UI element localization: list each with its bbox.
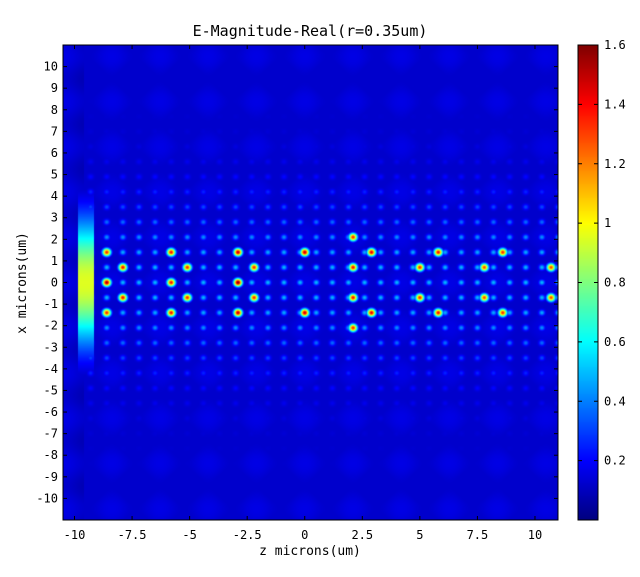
x-tick-label: 0: [301, 528, 308, 542]
y-tick-label: -4: [44, 362, 58, 376]
x-tick-label: 10: [528, 528, 542, 542]
y-tick-label: -3: [44, 340, 58, 354]
heatmap-image: [63, 45, 558, 520]
x-tick-label: -10: [64, 528, 86, 542]
y-tick-label: -10: [36, 491, 58, 505]
colorbar-ticks: 0.2 0.4 0.6 0.8 1 1.2 1.4 1.6: [578, 38, 626, 468]
y-tick-label: -9: [44, 470, 58, 484]
y-tick-label: 7: [51, 124, 58, 138]
x-tick-label: -7.5: [118, 528, 147, 542]
x-axis-label: z microns(um): [259, 544, 361, 559]
y-tick-label: 5: [51, 168, 58, 182]
y-tick-label: -1: [44, 297, 58, 311]
y-tick-label: 1: [51, 254, 58, 268]
y-tick-label: 9: [51, 81, 58, 95]
y-tick-label: 6: [51, 146, 58, 160]
colorbar-tick-label: 0.6: [604, 335, 626, 349]
x-tick-label: 7.5: [467, 528, 489, 542]
y-tick-label: 3: [51, 211, 58, 225]
y-tick-label: -5: [44, 383, 58, 397]
colorbar-tick-label: 1: [604, 216, 611, 230]
colorbar-tick-label: 0.8: [604, 276, 626, 290]
y-tick-label: -7: [44, 427, 58, 441]
colorbar-tick-label: 0.2: [604, 454, 626, 468]
chart-title: E-Magnitude-Real(r=0.35um): [193, 22, 428, 40]
x-tick-label: -5: [182, 528, 196, 542]
colorbar-gradient: [578, 45, 598, 520]
colorbar: 0.2 0.4 0.6 0.8 1 1.2 1.4 1.6: [577, 38, 626, 521]
colorbar-tick-label: 1.4: [604, 97, 626, 111]
y-tick-label: 4: [51, 189, 58, 203]
y-tick-label: -2: [44, 319, 58, 333]
y-tick-label: 8: [51, 103, 58, 117]
colorbar-tick-label: 0.4: [604, 394, 626, 408]
x-tick-label: 2.5: [351, 528, 373, 542]
y-tick-label: -8: [44, 448, 58, 462]
y-tick-label: 10: [44, 60, 58, 74]
y-tick-label: -6: [44, 405, 58, 419]
y-tick-label: 2: [51, 232, 58, 246]
colorbar-tick-label: 1.2: [604, 157, 626, 171]
heatmap-plot-area: [62, 44, 559, 521]
y-axis-label: x microns(um): [15, 232, 30, 334]
x-tick-label: 5: [416, 528, 423, 542]
y-tick-label: 0: [51, 276, 58, 290]
x-axis: -10 -7.5 -5 -2.5 0 2.5 5 7.5 10: [64, 45, 542, 542]
colorbar-tick-label: 1.6: [604, 38, 626, 52]
x-tick-label: -2.5: [233, 528, 262, 542]
